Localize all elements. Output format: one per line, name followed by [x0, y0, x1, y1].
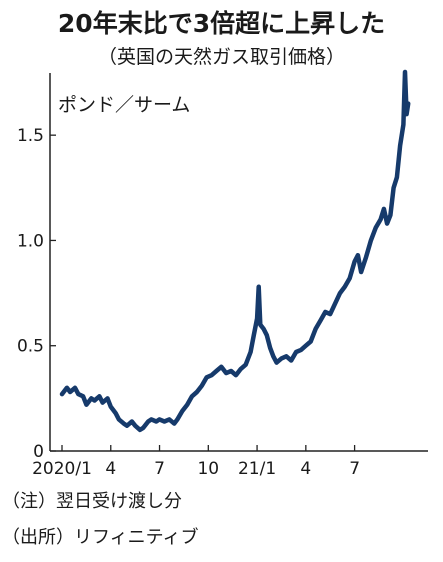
chart-axes: [49, 73, 428, 452]
x-tick-label: 10: [197, 459, 219, 479]
footnote-note: （注）翌日受け渡し分: [2, 491, 182, 512]
chart-title: 20年末比で3倍超に上昇した: [57, 9, 386, 38]
x-tick-label: 2020/1: [32, 459, 92, 479]
x-tick-label: 4: [300, 459, 311, 479]
y-tick-label: 0.5: [17, 337, 44, 357]
chart-ticks: 0 0.5 1.0 1.5 2020/1 4 7 10 21/1 4 7: [17, 126, 360, 479]
y-axis-unit-label: ポンド／サーム: [58, 94, 191, 116]
x-tick-label: 7: [349, 459, 360, 479]
footnote-source: （出所）リフィニティブ: [2, 527, 199, 548]
x-tick-label: 21/1: [238, 459, 276, 479]
x-tick-label: 4: [105, 459, 116, 479]
y-tick-label: 1.5: [17, 126, 44, 146]
price-series-line: [59, 69, 411, 433]
chart-subtitle: （英国の天然ガス取引価格）: [97, 46, 345, 68]
y-tick-label: 1.0: [17, 231, 44, 251]
x-tick-label: 7: [154, 459, 165, 479]
chart-series: [59, 69, 411, 433]
y-tick-label: 0: [33, 442, 44, 462]
